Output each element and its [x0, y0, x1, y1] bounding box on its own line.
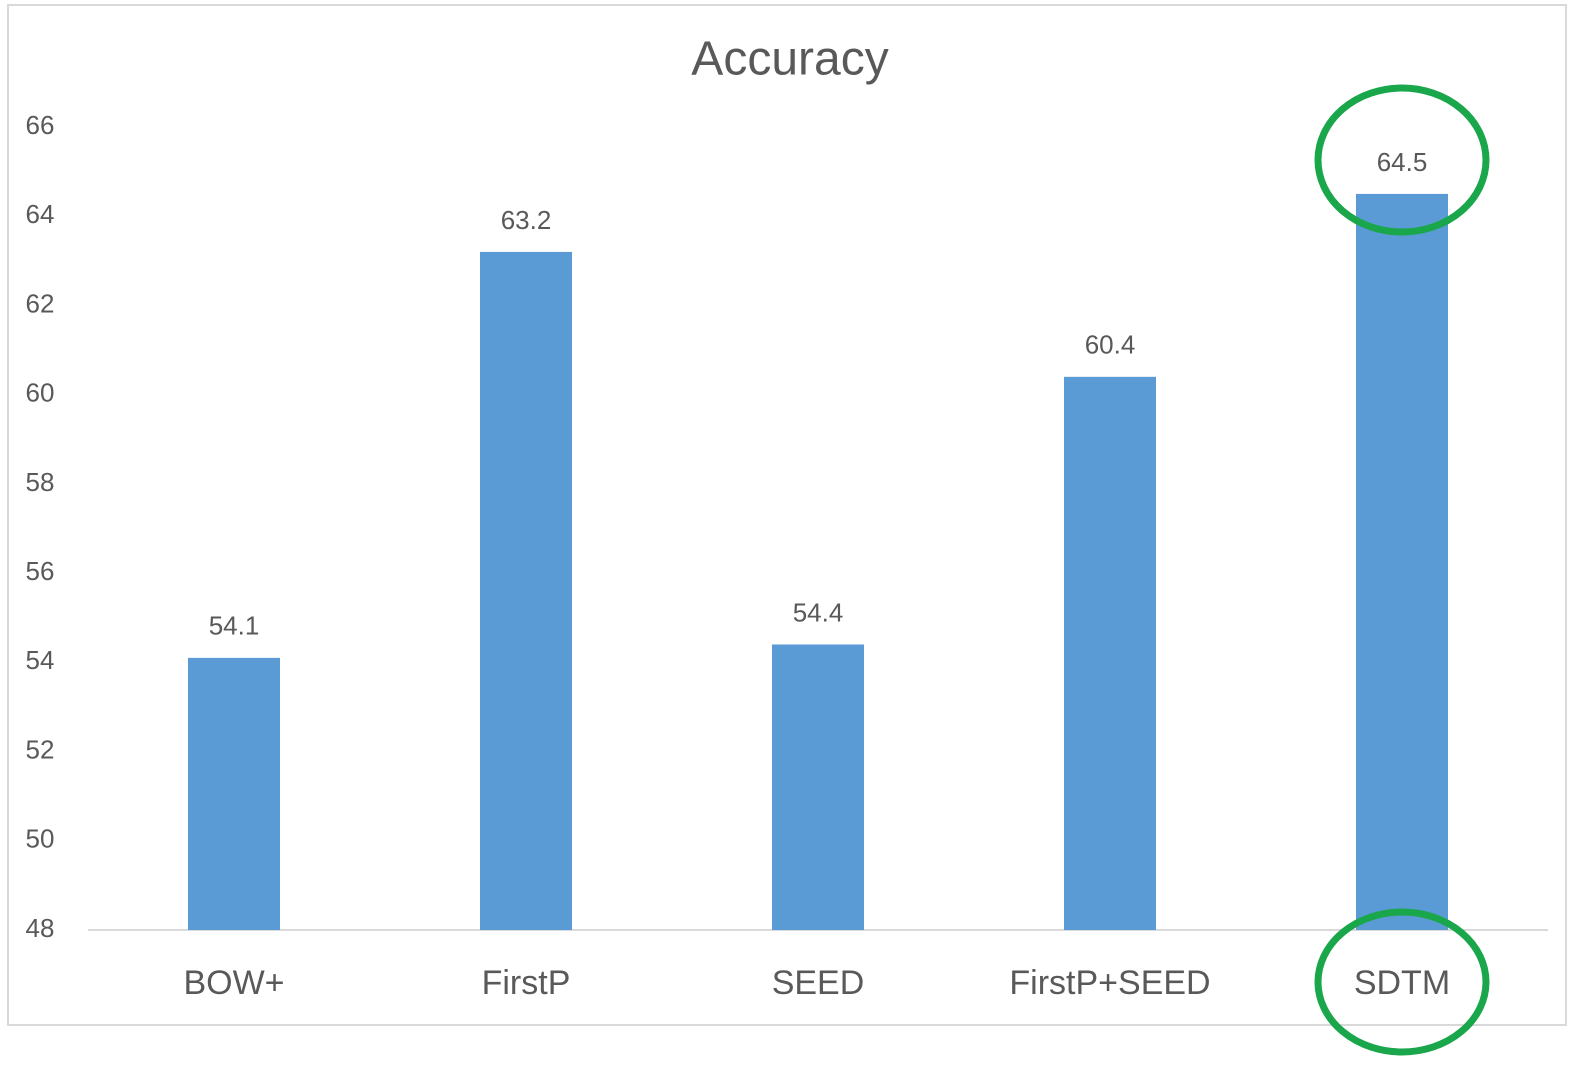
- bar: [480, 251, 572, 930]
- y-tick-label: 62: [26, 288, 55, 318]
- x-tick-label: SEED: [772, 964, 865, 1002]
- bar: [1356, 193, 1448, 930]
- y-tick-label: 56: [26, 556, 55, 586]
- y-tick-label: 64: [26, 199, 55, 229]
- x-tick-label: FirstP: [482, 964, 571, 1002]
- plot: 48 50 52 54 56 58 60 62 64 66 BOW+ 54.1 FirstP 63.2 SE…: [26, 110, 1451, 1002]
- data-label: 54.1: [209, 611, 260, 641]
- y-tick-label: 54: [26, 645, 55, 675]
- data-label: 64.5: [1377, 147, 1428, 177]
- y-tick-label: 58: [26, 467, 55, 497]
- bar: [188, 657, 280, 930]
- x-tick-label: FirstP+SEED: [1009, 964, 1210, 1002]
- y-tick-label: 66: [26, 110, 55, 140]
- x-tick-label: BOW+: [183, 964, 284, 1002]
- y-tick-label: 48: [26, 913, 55, 943]
- bar: [772, 644, 864, 930]
- y-tick-label: 60: [26, 378, 55, 408]
- data-label: 63.2: [501, 205, 552, 235]
- highlight-circle: [1314, 84, 1490, 236]
- y-tick-label: 50: [26, 824, 55, 854]
- highlight-circle: [1314, 908, 1490, 1056]
- x-tick-label: SDTM: [1354, 964, 1450, 1002]
- y-tick-label: 52: [26, 734, 55, 764]
- data-label: 54.4: [793, 597, 844, 627]
- chart-title: Accuracy: [691, 33, 888, 86]
- data-label: 60.4: [1085, 330, 1136, 360]
- bar: [1064, 376, 1156, 930]
